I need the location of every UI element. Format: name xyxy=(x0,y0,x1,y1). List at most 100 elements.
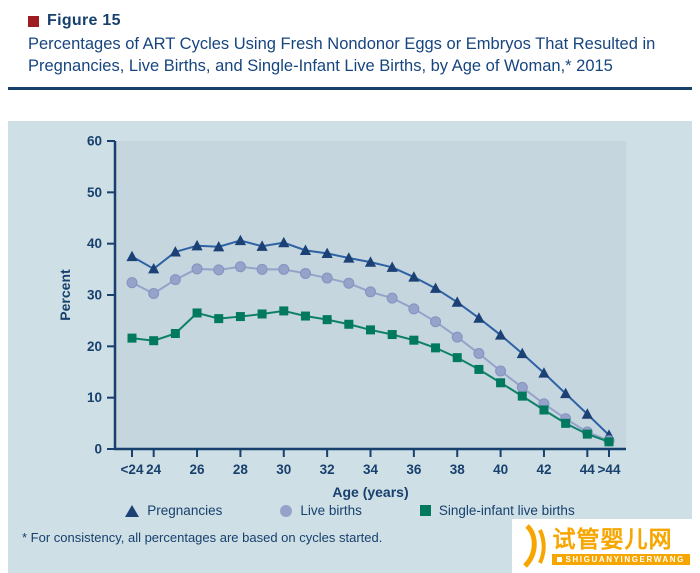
x-tick-label: 32 xyxy=(320,462,335,477)
marker-live-births xyxy=(495,365,507,377)
watermark-brand-text: 试管婴儿网 xyxy=(552,526,673,553)
marker-single-infant-live-births xyxy=(322,315,332,325)
marker-pregnancies xyxy=(234,234,247,246)
marker-live-births xyxy=(169,274,181,286)
marker-pregnancies xyxy=(386,261,398,272)
figure-label-row: Figure 15 xyxy=(28,12,672,30)
marker-live-births xyxy=(430,316,442,328)
x-tick-label: 36 xyxy=(406,462,422,477)
marker-pregnancies xyxy=(126,250,138,262)
marker-single-infant-live-births xyxy=(192,308,202,318)
marker-pregnancies xyxy=(148,263,160,274)
marker-single-infant-live-births xyxy=(452,353,462,363)
marker-single-infant-live-births xyxy=(604,437,614,447)
x-tick-label: 42 xyxy=(536,462,551,477)
marker-single-infant-live-births xyxy=(235,312,245,322)
y-tick-label: 60 xyxy=(87,134,102,149)
marker-live-births xyxy=(256,263,268,275)
marker-live-births xyxy=(278,263,290,275)
marker-live-births xyxy=(386,292,398,304)
marker-pregnancies xyxy=(581,408,593,419)
marker-pregnancies xyxy=(299,244,312,255)
marker-live-births xyxy=(191,263,203,275)
figure-title: Percentages of ART Cycles Using Fresh No… xyxy=(28,35,656,75)
triangle-marker-icon xyxy=(125,504,140,517)
figure-header: Figure 15 Percentages of ART Cycles Usin… xyxy=(0,0,700,87)
x-tick-label: 26 xyxy=(190,462,206,477)
x-tick-label: 28 xyxy=(233,462,249,477)
marker-single-infant-live-births xyxy=(366,325,375,335)
marker-single-infant-live-births xyxy=(149,336,159,346)
marker-pregnancies xyxy=(494,329,507,340)
marker-live-births xyxy=(148,287,160,299)
marker-single-infant-live-births xyxy=(170,329,180,338)
x-tick-label: 24 xyxy=(146,462,162,477)
marker-live-births xyxy=(321,272,333,284)
marker-live-births xyxy=(473,348,485,360)
watermark-subtext-badge: SHIGUANYINGERWANG xyxy=(552,553,690,565)
x-tick-label: 30 xyxy=(276,462,291,477)
marker-live-births xyxy=(408,303,420,315)
marker-single-infant-live-births xyxy=(279,306,289,316)
marker-live-births xyxy=(213,264,225,276)
square-marker-icon xyxy=(419,505,431,516)
y-tick-label: 50 xyxy=(87,185,102,200)
marker-live-births xyxy=(299,267,311,279)
art-outcomes-line-chart: 0 10 20 30 40 50 60 <24 24 26 28 30 32 34 36 38 40 42 44 >4… xyxy=(57,134,626,500)
y-tick-label: 10 xyxy=(87,390,102,405)
marker-pregnancies xyxy=(321,247,333,259)
circle-marker-icon xyxy=(280,504,293,517)
badge-square-icon xyxy=(557,556,563,562)
marker-pregnancies xyxy=(191,239,203,251)
marker-live-births xyxy=(126,277,138,289)
watermark-text-block: 试管婴儿网 SHIGUANYINGERWANG xyxy=(552,526,690,565)
x-axis-title: Age (years) xyxy=(332,484,408,500)
x-tick-label: <24 xyxy=(121,462,144,477)
marker-single-infant-live-births xyxy=(474,364,484,374)
watermark-subtext: SHIGUANYINGERWANG xyxy=(565,554,685,564)
marker-pregnancies xyxy=(429,282,442,293)
x-tick-label: 44 xyxy=(580,462,596,477)
watermark-logo-icon xyxy=(523,524,547,568)
marker-single-infant-live-births xyxy=(300,311,310,321)
chart-panel: 0 10 20 30 40 50 60 <24 24 26 28 30 32 34 36 38 40 42 44 >4… xyxy=(8,121,692,573)
marker-single-infant-live-births xyxy=(257,309,267,319)
marker-live-births xyxy=(234,261,246,273)
marker-single-infant-live-births xyxy=(127,333,137,343)
legend-item-single-infant: Single-infant live births xyxy=(419,503,575,518)
marker-live-births xyxy=(516,381,528,393)
y-axis-title: Percent xyxy=(57,269,73,321)
y-tick-label: 40 xyxy=(87,236,102,251)
x-tick-label: 38 xyxy=(450,462,466,477)
y-tick-label: 0 xyxy=(94,442,102,457)
marker-single-infant-live-births xyxy=(431,343,441,353)
marker-pregnancies xyxy=(343,252,355,263)
marker-pregnancies xyxy=(364,256,377,267)
figure-footnote: * For consistency, all percentages are b… xyxy=(22,530,383,545)
marker-single-infant-live-births xyxy=(582,429,592,439)
marker-single-infant-live-births xyxy=(561,418,571,428)
marker-live-births xyxy=(365,286,376,298)
marker-single-infant-live-births xyxy=(387,330,397,340)
legend-item-live-births: Live births xyxy=(280,503,362,518)
legend-label-pregnancies: Pregnancies xyxy=(147,503,223,518)
marker-single-infant-live-births xyxy=(214,314,224,324)
marker-pregnancies xyxy=(408,271,420,282)
site-watermark: 试管婴儿网 SHIGUANYINGERWANG xyxy=(512,519,700,573)
legend-label-single-infant: Single-infant live births xyxy=(438,503,575,518)
x-tick-label: 34 xyxy=(363,462,379,477)
marker-pregnancies xyxy=(473,312,485,323)
chart-legend: Pregnancies Live births Single-infant li… xyxy=(8,503,692,518)
marker-pregnancies xyxy=(538,367,550,378)
x-tick-label: 40 xyxy=(493,462,508,477)
legend-item-pregnancies: Pregnancies xyxy=(125,503,222,518)
marker-pregnancies xyxy=(256,240,268,251)
legend-label-live-births: Live births xyxy=(300,503,362,518)
marker-live-births xyxy=(451,331,463,343)
x-tick-label: >44 xyxy=(598,462,621,477)
marker-single-infant-live-births xyxy=(539,405,549,415)
marker-pregnancies xyxy=(169,246,181,257)
marker-pregnancies xyxy=(451,296,463,307)
marker-live-births xyxy=(343,277,355,289)
